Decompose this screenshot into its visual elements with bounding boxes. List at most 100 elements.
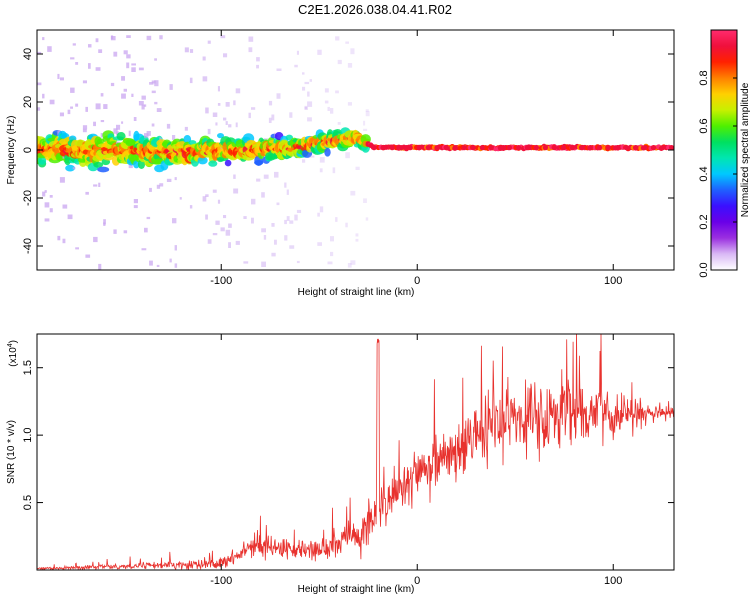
spectrogram-cell — [126, 54, 131, 59]
spectrogram-cell — [146, 131, 151, 136]
spectrogram-cell — [317, 242, 322, 246]
spectrogram-cell — [42, 37, 45, 41]
spectrogram-y-tick-label: 0 — [22, 147, 34, 153]
spectrogram-cell — [470, 145, 476, 151]
spectrogram-cell — [116, 132, 126, 141]
spectrogram-x-tick-label: 100 — [604, 275, 622, 287]
spectrogram-cell — [47, 46, 52, 52]
spectrogram-cell — [452, 145, 458, 151]
spectrogram-cell — [133, 160, 140, 169]
spectrogram-cell — [67, 109, 71, 115]
spectrogram-cell — [274, 171, 279, 178]
spectrogram-cell — [506, 145, 512, 151]
spectrogram-cell — [100, 93, 104, 97]
spectrogram-cell — [284, 182, 287, 188]
spectrogram-cell — [284, 219, 287, 225]
spectrogram-panel: -100 0 100 -40 -20 0 20 40 Height of straight … — [6, 29, 675, 298]
spectrogram-cell — [228, 242, 231, 248]
spectrogram-cell — [172, 218, 177, 224]
spectrogram-cell — [133, 117, 137, 121]
spectrogram-cell — [95, 103, 101, 110]
spectrogram-cell — [93, 184, 98, 187]
spectrogram-cell — [64, 157, 71, 166]
spectrogram-cell — [337, 122, 341, 125]
spectrogram-cell — [141, 248, 147, 251]
spectrogram-cell — [159, 183, 164, 187]
spectrogram-cell — [302, 86, 306, 91]
spectrogram-cell — [488, 145, 494, 151]
spectrogram-cell — [347, 263, 352, 268]
spectrogram-cell — [169, 84, 173, 90]
snr-multiplier: (x104) — [7, 340, 19, 367]
spectrogram-cell — [126, 35, 131, 38]
spectrogram-cell — [261, 261, 266, 267]
spectrogram-cell — [82, 125, 88, 130]
spectrogram-cell — [133, 205, 138, 209]
spectrogram-cell — [174, 245, 177, 251]
spectrogram-cell — [44, 202, 50, 208]
spectrogram-x-tick-label: -100 — [210, 275, 232, 287]
spectrogram-cell — [62, 238, 66, 244]
spectrogram-cell — [615, 145, 621, 151]
spectrogram-cell — [497, 145, 503, 151]
spectrogram-cell — [324, 148, 331, 157]
spectrogram-cell — [365, 109, 369, 112]
spectrogram-cell — [72, 43, 76, 46]
colorbar: 0.0 0.2 0.4 0.6 0.8 Normalized spectral ampl… — [698, 29, 750, 278]
spectrogram-cell — [202, 76, 208, 82]
spectrogram-y-tick-label: 20 — [22, 96, 34, 108]
spectrogram-cell — [271, 114, 275, 121]
spectrogram-cell — [276, 202, 280, 206]
spectrogram-cell — [82, 80, 87, 84]
spectrogram-cell — [289, 220, 294, 224]
spectrogram-cell — [307, 117, 312, 122]
spectrogram-cell — [319, 206, 324, 213]
spectrogram-cell — [296, 50, 299, 55]
spectrogram-cell — [217, 199, 221, 204]
spectrogram-cell — [605, 145, 612, 151]
spectrogram-cell — [67, 214, 73, 220]
spectrogram-cell — [37, 51, 42, 55]
snr-xlabel: Height of straight line (km) — [298, 584, 415, 595]
spectrogram-cell — [633, 145, 639, 151]
spectrogram-cell — [223, 215, 227, 219]
spectrogram-cell — [578, 145, 585, 151]
spectrogram-cell — [286, 189, 289, 195]
snr-x-tick-label: 0 — [414, 575, 420, 587]
spectrogram-cell — [98, 49, 103, 53]
spectrogram-y-tick-label: -20 — [22, 190, 34, 206]
spectrogram-x-ticks: -100 0 100 — [210, 30, 622, 287]
spectrogram-cell — [189, 49, 194, 53]
spectrogram-cell — [174, 177, 177, 181]
spectrogram-ylabel: Frequency (Hz) — [6, 116, 17, 185]
spectrogram-cell — [113, 229, 117, 234]
snr-x-ticks: -100 0 100 — [210, 334, 622, 587]
spectrogram-cell — [100, 120, 105, 123]
spectrogram-cell — [304, 107, 308, 110]
spectrogram-cell — [85, 191, 89, 195]
spectrogram-cell — [286, 216, 290, 221]
spectrogram-cell — [479, 145, 485, 151]
spectrogram-cell — [38, 156, 47, 165]
spectrogram-cell — [263, 235, 267, 240]
spectrogram-cell — [42, 93, 45, 99]
spectrogram-cell — [116, 124, 121, 130]
spectrogram-cell — [103, 219, 106, 225]
spectrogram-cell — [189, 77, 193, 84]
spectrogram-cell — [350, 190, 356, 196]
spectrogram-cell — [307, 91, 310, 97]
snr-x-tick-label: 100 — [604, 575, 622, 587]
spectrogram-cell — [131, 63, 136, 66]
spectrogram-cell — [271, 223, 275, 227]
spectrogram-cell — [85, 254, 91, 258]
spectrogram-cell — [70, 106, 73, 109]
spectrogram-cell — [215, 220, 220, 225]
spectrogram-cell — [317, 212, 320, 217]
spectrogram-cell — [131, 93, 134, 97]
spectrogram-cell — [642, 145, 648, 151]
spectrogram-cell — [276, 93, 281, 99]
spectrogram-cell — [542, 145, 549, 151]
spectrogram-cell — [425, 145, 431, 151]
spectrogram-cell — [651, 145, 657, 151]
snr-multiplier-exp: 4 — [7, 343, 14, 347]
